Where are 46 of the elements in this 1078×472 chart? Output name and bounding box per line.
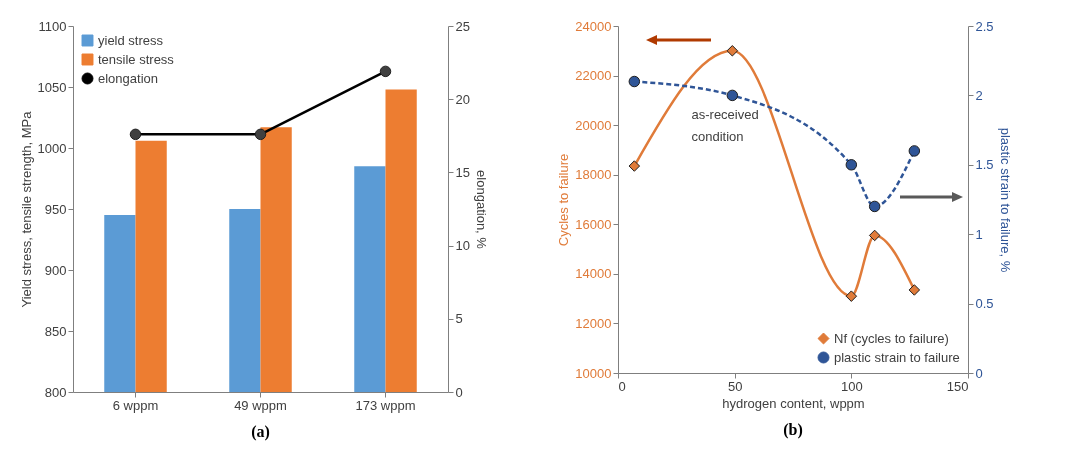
x-tick-label: 0 — [618, 378, 626, 394]
y2-tick-label: 5 — [455, 311, 463, 327]
y2-tick-label: 25 — [455, 18, 470, 34]
y2-tick-label: 20 — [455, 91, 470, 107]
x-tick-label: 6 wppm — [112, 397, 159, 413]
text: (a) — [251, 423, 270, 441]
y-tick-label: 850 — [44, 323, 67, 339]
y2-tick-label: 2 — [975, 87, 983, 103]
x-tick-label: 49 wppm — [234, 397, 287, 413]
y-tick-label: 1000 — [37, 140, 67, 156]
legend-label: yield stress — [98, 32, 164, 48]
y-tick-label: 950 — [44, 201, 67, 217]
x-axis-title: hydrogen content, wppm — [722, 395, 865, 411]
legend-label: Nf (cycles to failure) — [834, 330, 949, 346]
x-tick-label: 150 — [946, 378, 969, 394]
legend-label: tensile stress — [98, 51, 175, 67]
x-tick-label: 100 — [840, 378, 863, 394]
annotation: as-received condition — [691, 107, 759, 145]
y2-tick-label: 0.5 — [975, 296, 994, 312]
x-tick-label: 173 wppm — [355, 397, 416, 413]
y-tick-label: 20000 — [575, 117, 612, 133]
legend-label: plastic strain to failure — [834, 349, 960, 365]
legend-label: elongation — [98, 70, 158, 86]
y-tick-label: 16000 — [575, 216, 612, 232]
y-tick-label: 18000 — [575, 167, 612, 183]
y2-tick-label: 0 — [975, 365, 983, 381]
y-tick-label: 900 — [44, 262, 67, 278]
y2-tick-label: 10 — [455, 238, 470, 254]
y-tick-label: 800 — [44, 384, 67, 400]
y-tick-label: 1100 — [38, 18, 67, 34]
y2-tick-label: 1 — [975, 226, 983, 242]
y2-tick-label: 2.5 — [975, 18, 994, 34]
y2-tick-label: 1.5 — [975, 157, 994, 173]
y-tick-label: 10000 — [575, 365, 612, 381]
y-tick-label: 12000 — [575, 315, 612, 331]
y-tick-label: 22000 — [575, 68, 612, 84]
y-tick-label: 24000 — [575, 18, 612, 34]
y2-axis-title: plastic strain to failure, % — [997, 127, 1013, 273]
x-tick-label: 50 — [727, 378, 743, 394]
y-tick-label: 14000 — [575, 266, 612, 282]
y-axis-title: Cycles to failure — [556, 153, 572, 247]
y-tick-label: 1050 — [37, 79, 67, 95]
y2-axis-title: elongation, % — [473, 170, 489, 250]
y-axis-title: Yield stress, tensile strength, MPa — [18, 110, 34, 308]
y2-tick-label: 15 — [455, 164, 470, 180]
text: (b) — [783, 421, 803, 439]
